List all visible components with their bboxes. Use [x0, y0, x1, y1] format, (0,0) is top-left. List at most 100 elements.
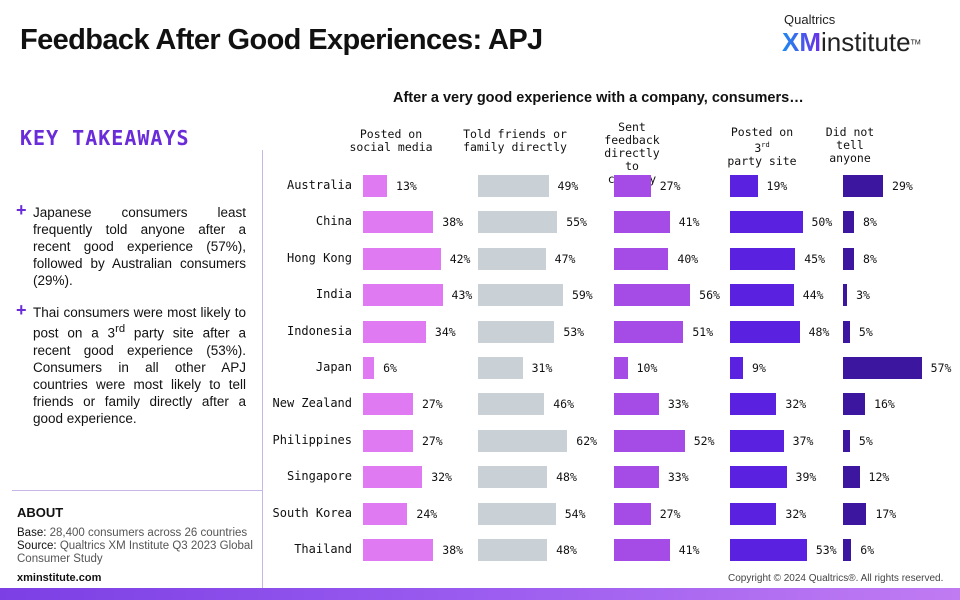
divider [12, 490, 262, 491]
category-label: New Zealand [272, 396, 352, 411]
data-label: 3% [856, 288, 870, 303]
logo-institute: institute [821, 27, 911, 57]
data-label: 9% [752, 361, 766, 375]
bar-1 [478, 320, 555, 343]
data-label: 8% [863, 215, 877, 230]
data-label: 32% [785, 397, 807, 412]
bar-3 [730, 357, 744, 379]
data-label: 29% [892, 179, 913, 193]
category-label: Thailand [294, 542, 352, 556]
bar-3 [730, 284, 794, 307]
xm-institute-logo: Qualtrics XMinstituteTM [782, 12, 952, 58]
data-label: 27% [421, 433, 443, 448]
bar-4 [843, 502, 867, 525]
plus-icon: + [16, 200, 27, 220]
data-label: 45% [804, 251, 826, 266]
bar-2 [614, 175, 651, 197]
bar-4 [843, 320, 850, 343]
data-label: 33% [667, 397, 689, 412]
bar-4 [843, 466, 860, 489]
data-label: 41% [678, 215, 700, 230]
bar-2 [614, 539, 670, 561]
base-label: Base: [17, 527, 47, 539]
data-label: 10% [636, 361, 658, 375]
category-label: Hong Kong [286, 250, 352, 265]
site-link[interactable]: xminstitute.com [17, 572, 102, 584]
legend-1: Told friends or family directly [463, 127, 567, 154]
bar-2 [614, 502, 651, 525]
base-text: 28,400 consumers across 26 countries [49, 527, 248, 539]
data-label: 12% [868, 470, 890, 485]
data-label: 49% [557, 179, 579, 193]
divider [262, 150, 263, 588]
bar-0 [363, 175, 388, 197]
data-label: 5% [858, 324, 873, 339]
bar-4 [843, 539, 852, 561]
bar-4 [843, 211, 855, 234]
data-label: 33% [667, 470, 689, 485]
bar-3 [730, 502, 777, 525]
bar-3 [730, 393, 777, 416]
bar-0 [363, 211, 434, 234]
bar-1 [478, 429, 568, 452]
logo-tm: TM [910, 39, 921, 47]
category-label: Japan [315, 360, 352, 374]
legend-3: Posted on 3rd party site [727, 125, 797, 168]
bar-2 [614, 429, 685, 452]
legend-0: Posted on social media [349, 127, 433, 154]
data-label: 16% [874, 397, 895, 412]
bar-0 [363, 429, 413, 452]
data-label: 50% [811, 215, 833, 230]
bar-1 [478, 502, 556, 525]
takeaway-1: + Japanese consumers least frequently tol… [16, 200, 246, 289]
data-label: 48% [808, 324, 830, 339]
bar-2 [614, 247, 669, 270]
data-label: 27% [659, 179, 681, 193]
data-label: 27% [421, 397, 443, 412]
bar-1 [478, 211, 558, 234]
data-label: 42% [449, 251, 471, 266]
category-label: Singapore [286, 469, 352, 484]
category-label: Australia [286, 178, 352, 192]
data-label: 51% [692, 324, 714, 339]
category-label: South Korea [272, 505, 352, 520]
data-label: 24% [416, 506, 438, 521]
logo-xm: XM [782, 27, 821, 57]
bar-3 [730, 247, 796, 270]
bar-4 [843, 175, 884, 197]
bar-3 [730, 211, 803, 234]
data-label: 46% [553, 397, 575, 412]
data-label: 53% [563, 324, 585, 339]
data-label: 39% [795, 470, 817, 485]
bar-0 [363, 502, 408, 525]
bar-0 [363, 357, 375, 379]
data-label: 17% [875, 506, 897, 521]
takeaway-text: Thai consumers were most likely to post … [33, 305, 246, 426]
data-label: 47% [554, 251, 576, 266]
data-label: 59% [571, 288, 593, 303]
takeaway-text: Japanese consumers least frequently told… [33, 205, 246, 288]
bar-2 [614, 320, 684, 343]
category-label: India [315, 287, 352, 302]
copyright: Copyright © 2024 Qualtrics®. All rights … [728, 573, 944, 584]
bar-4 [843, 284, 848, 307]
data-label: 44% [802, 288, 824, 303]
data-label: 6% [383, 361, 397, 375]
bar-3 [730, 320, 800, 343]
bar-4 [843, 247, 855, 270]
bar-0 [363, 393, 413, 416]
data-label: 31% [531, 361, 553, 375]
data-label: 37% [792, 433, 814, 448]
bar-0 [363, 466, 423, 489]
bar-3 [730, 175, 758, 197]
data-label: 48% [556, 470, 577, 485]
data-label: 54% [564, 506, 586, 521]
data-label: 43% [451, 288, 473, 303]
data-label: 56% [699, 288, 720, 303]
bar-0 [363, 247, 441, 270]
data-label: 53% [815, 543, 837, 557]
data-label: 32% [431, 470, 452, 485]
bar-3 [730, 466, 787, 489]
data-label: 5% [858, 433, 873, 448]
data-label: 38% [442, 543, 464, 557]
